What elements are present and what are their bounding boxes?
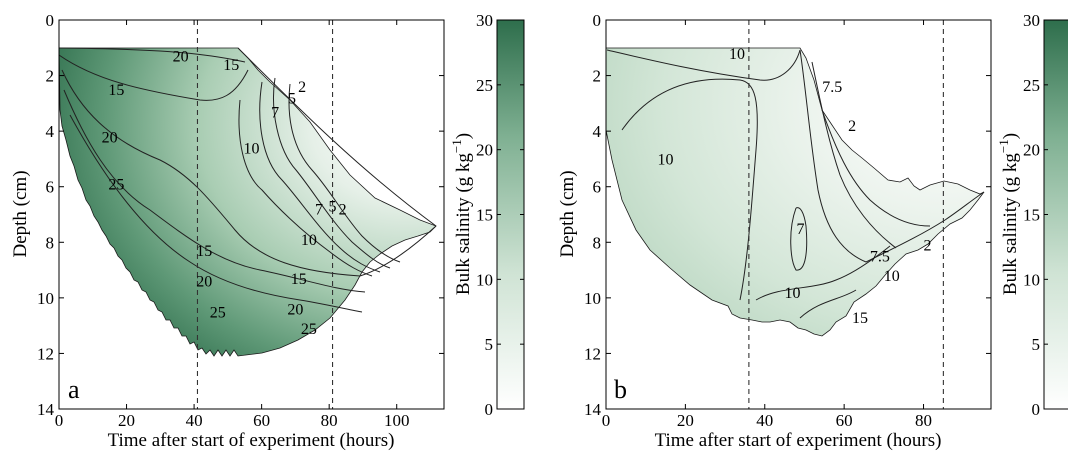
contour-label: 25 (210, 304, 226, 321)
panel-a-label: a (68, 375, 80, 404)
contour-label: 25 (301, 321, 317, 338)
contour-label: 10 (729, 46, 745, 63)
x-tick-label: 60 (253, 411, 270, 430)
y-tick-label: 4 (593, 122, 602, 141)
contour-label: 7.5 (822, 79, 842, 96)
y-tick-label: 2 (593, 67, 602, 86)
contour-label: 15 (291, 271, 307, 288)
x-tick-label: 40 (186, 411, 203, 430)
y-tick-label: 0 (46, 11, 55, 30)
panel-b-colorbar-label: Bulk salinity (g kg−1) (996, 133, 1021, 295)
colorbar-tick-label: 10 (1023, 270, 1040, 289)
panel-b-contours (606, 49, 985, 319)
contour-label: 15 (196, 243, 212, 260)
panel-b-label: b (614, 375, 627, 404)
y-tick-label: 0 (593, 11, 602, 30)
y-tick-label: 12 (584, 344, 601, 363)
contour-label: 7 (796, 221, 804, 238)
y-tick-label: 10 (37, 289, 54, 308)
panel-b-x-axis-label: Time after start of experiment (hours) (655, 430, 942, 451)
panel-b-axes (605, 19, 992, 410)
panel-b-y-ticks: 0 2 4 6 8 10 12 14 (584, 11, 991, 419)
x-tick-label: 0 (55, 411, 64, 430)
contour-label: 7.5 (870, 249, 890, 266)
panel-a-y-ticks: 0 2 4 6 8 10 12 14 (37, 11, 444, 419)
contour-label: 5 (329, 199, 337, 216)
contour-label: 2 (848, 118, 856, 135)
contour-label: 5 (288, 90, 296, 107)
panel-b-colorbar-ticks: 0 5 10 15 20 25 30 (1023, 11, 1048, 419)
contour-label: 7 (315, 202, 323, 219)
contour-label: 2 (339, 202, 347, 219)
colorbar-tick-label: 20 (1023, 141, 1040, 160)
colorbar-tick-label: 10 (476, 270, 493, 289)
colorbar-tick-label: 15 (476, 206, 493, 225)
panel-a-colorbar-label: Bulk salinity (g kg−1) (449, 133, 474, 295)
y-tick-label: 8 (46, 233, 55, 252)
x-tick-label: 60 (836, 411, 853, 430)
contour-label: 20 (102, 129, 118, 146)
panel-a-axes (58, 19, 445, 410)
y-tick-label: 14 (37, 400, 55, 419)
y-tick-label: 6 (46, 178, 55, 197)
y-tick-label: 6 (593, 178, 602, 197)
colorbar-tick-label: 0 (485, 400, 494, 419)
contour-label: 2 (923, 238, 931, 255)
panel-a-colorbar (496, 19, 525, 410)
y-tick-label: 4 (46, 122, 55, 141)
contour-label: 15 (108, 82, 124, 99)
contour-label: 10 (658, 151, 674, 168)
y-tick-label: 2 (46, 67, 55, 86)
panel-b-x-ticks: 0 20 40 60 80 (602, 20, 932, 430)
x-tick-label: 100 (384, 411, 410, 430)
contour-label: 10 (884, 268, 900, 285)
panel-b-y-axis-label: Depth (cm) (557, 170, 578, 257)
contour-label: 15 (852, 310, 868, 327)
contour-label: 10 (301, 232, 317, 249)
contour-label: 25 (108, 176, 124, 193)
y-tick-label: 14 (584, 400, 602, 419)
y-tick-label: 12 (37, 344, 54, 363)
panel-a-y-axis-label: Depth (cm) (10, 170, 31, 257)
panel-a-contours (59, 47, 437, 313)
x-tick-label: 20 (118, 411, 135, 430)
contour-label: 7 (271, 104, 279, 121)
colorbar-tick-label: 20 (476, 141, 493, 160)
colorbar-tick-label: 5 (1032, 335, 1041, 354)
contour-label: 20 (196, 274, 212, 291)
contour-label: 2 (298, 79, 306, 96)
contour-label: 20 (173, 49, 189, 66)
panel-b-contour-labels: 10 10 7 10 7.5 2 7.5 10 15 2 (658, 46, 932, 327)
y-tick-label: 10 (584, 289, 601, 308)
contour-label: 10 (785, 285, 801, 302)
contour-label: 10 (244, 140, 260, 157)
colorbar-tick-label: 15 (1023, 206, 1040, 225)
panel-a-colorbar-ticks: 0 5 10 15 20 25 30 (476, 11, 524, 419)
x-tick-label: 20 (677, 411, 694, 430)
contour-label: 20 (287, 302, 303, 319)
panel-a-x-ticks: 0 20 40 60 80 100 (55, 20, 410, 430)
x-tick-label: 80 (321, 411, 338, 430)
colorbar-tick-label: 5 (485, 335, 494, 354)
contour-label: 15 (223, 57, 239, 74)
colorbar-tick-label: 30 (476, 11, 493, 30)
colorbar-tick-label: 25 (1023, 76, 1040, 95)
x-tick-label: 40 (756, 411, 773, 430)
x-tick-label: 0 (602, 411, 611, 430)
colorbar-tick-label: 30 (1023, 11, 1040, 30)
y-tick-label: 8 (593, 233, 602, 252)
colorbar-tick-label: 25 (476, 76, 493, 95)
colorbar-tick-label: 0 (1032, 400, 1041, 419)
x-tick-label: 80 (915, 411, 932, 430)
panel-b-salinity-field (606, 47, 985, 337)
panel-a-x-axis-label: Time after start of experiment (hours) (108, 430, 395, 451)
